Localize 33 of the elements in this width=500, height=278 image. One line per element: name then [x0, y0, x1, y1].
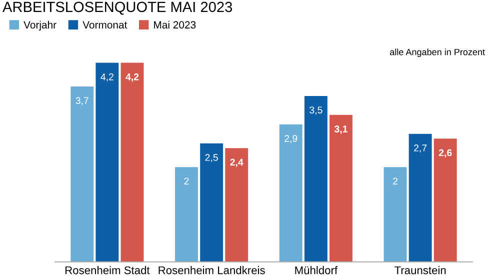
data-label: 2 [393, 178, 398, 184]
data-label: 2,5 [205, 154, 218, 162]
data-label: 2 [184, 178, 189, 184]
data-label: 4,2 [100, 73, 114, 82]
bar [304, 96, 328, 262]
legend-label: Vormonat [82, 21, 128, 29]
data-label: 3,1 [334, 126, 348, 134]
data-label: 2,7 [414, 144, 427, 153]
legend-label: Vorjahr [24, 20, 56, 31]
bar [96, 62, 119, 262]
bar [175, 167, 198, 262]
x-tick-label: Rosenheim Stadt [65, 266, 150, 274]
chart-title: ARBEITSLOSENQUOTE MAI 2023 [2, 2, 232, 15]
x-tick-label: Traunstein [394, 266, 446, 274]
data-label: 2,6 [438, 149, 452, 158]
x-tick-label: Rosenheim Landkreis [158, 266, 265, 274]
bar [120, 62, 144, 262]
bar [200, 143, 224, 262]
bar [434, 138, 457, 262]
bar [70, 86, 94, 262]
bar [408, 134, 432, 262]
bar [384, 167, 407, 262]
bar [225, 148, 248, 262]
legend-label: Mai 2023 [154, 20, 196, 29]
data-label: 4,2 [126, 73, 139, 82]
data-label: 3,7 [76, 97, 88, 106]
bar [279, 124, 302, 262]
data-label: 2,4 [230, 158, 244, 168]
bar [330, 114, 352, 262]
x-tick-label: Mühldorf [295, 266, 338, 274]
data-label: 2,9 [284, 135, 298, 144]
text: alle Angaben in Prozent [390, 48, 485, 58]
data-label: 3,5 [310, 106, 322, 115]
